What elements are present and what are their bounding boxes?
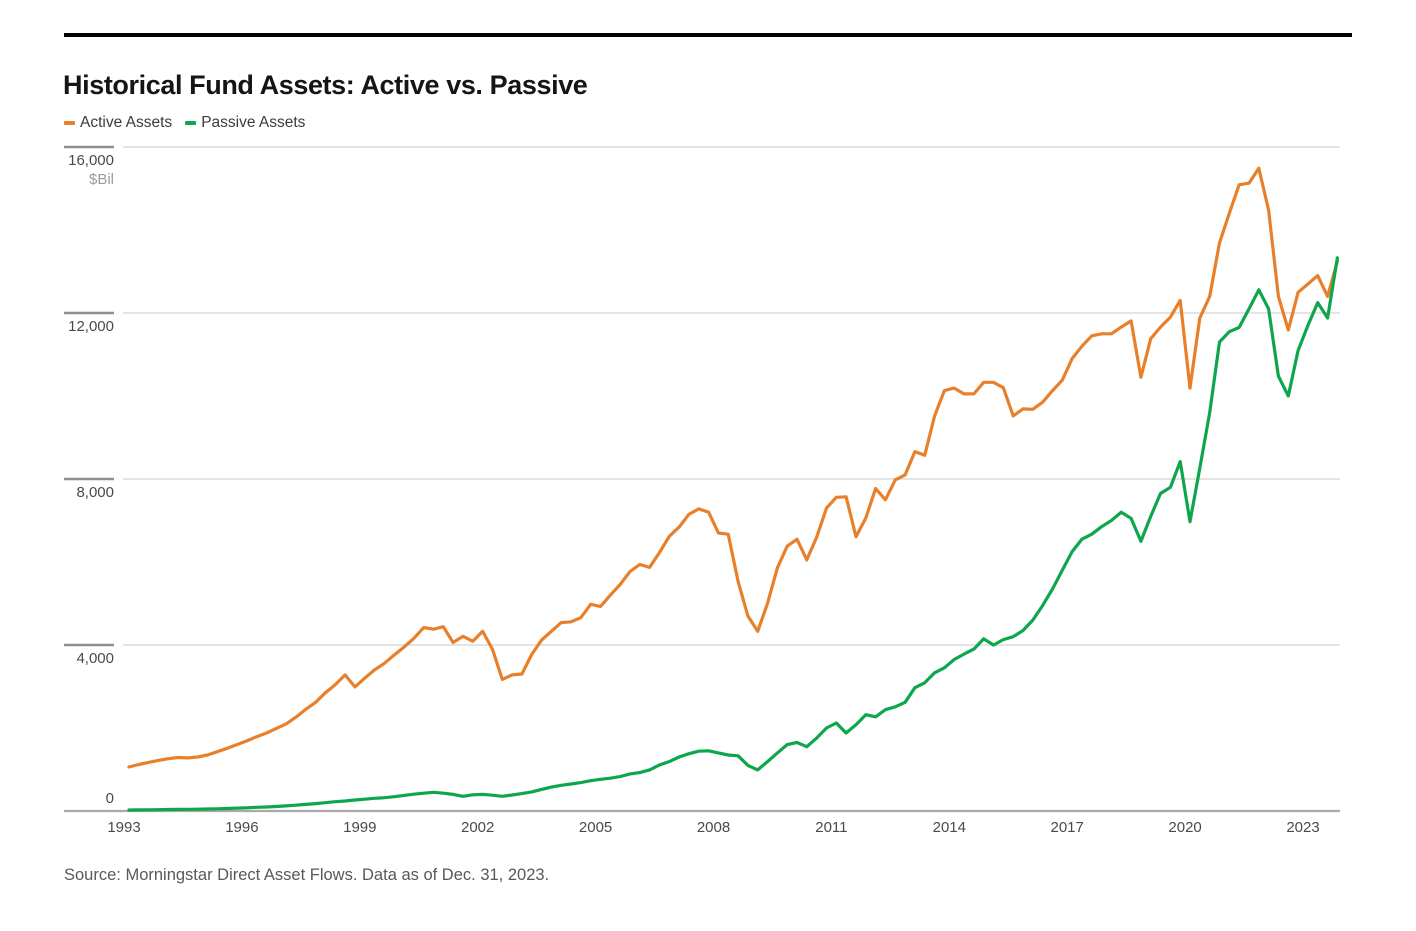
x-axis-label: 2017 <box>1050 819 1084 836</box>
legend-label: Active Assets <box>80 114 173 131</box>
y-axis-label: 16,000 <box>68 152 114 169</box>
y-axis-label: 4,000 <box>76 650 114 667</box>
y-axis-unit-label: $Bil <box>88 171 114 188</box>
x-axis-label: 1996 <box>225 819 259 836</box>
legend-label: Passive Assets <box>201 114 306 131</box>
legend: Active Assets Passive Assets <box>64 113 305 132</box>
series-line-active-assets <box>127 166 1340 769</box>
y-axis-label: 12,000 <box>68 318 114 335</box>
x-axis-label: 2020 <box>1168 819 1202 836</box>
legend-swatch-icon <box>185 120 197 125</box>
y-axis-label: 0 <box>105 790 114 807</box>
source-note: Source: Morningstar Direct Asset Flows. … <box>64 866 550 884</box>
legend-item-passive-assets: Passive Assets <box>185 113 305 132</box>
x-axis-label: 2014 <box>932 819 966 836</box>
x-axis-label: 1999 <box>343 819 377 836</box>
x-axis-label: 2005 <box>578 819 613 836</box>
top-rule <box>64 33 1352 37</box>
x-axis-label: 1993 <box>107 819 141 836</box>
x-axis-label: 2023 <box>1286 819 1320 836</box>
x-axis-label: 2002 <box>461 819 495 836</box>
x-axis-label: 2008 <box>696 819 731 836</box>
legend-swatch-icon <box>64 120 75 125</box>
page-title: Historical Fund Assets: Active vs. Passi… <box>63 70 588 101</box>
series-line-passive-assets <box>127 256 1340 812</box>
legend-item-active-assets: Active Assets <box>64 113 172 132</box>
x-axis-label: 2011 <box>815 819 848 836</box>
y-axis-label: 8,000 <box>76 484 114 501</box>
